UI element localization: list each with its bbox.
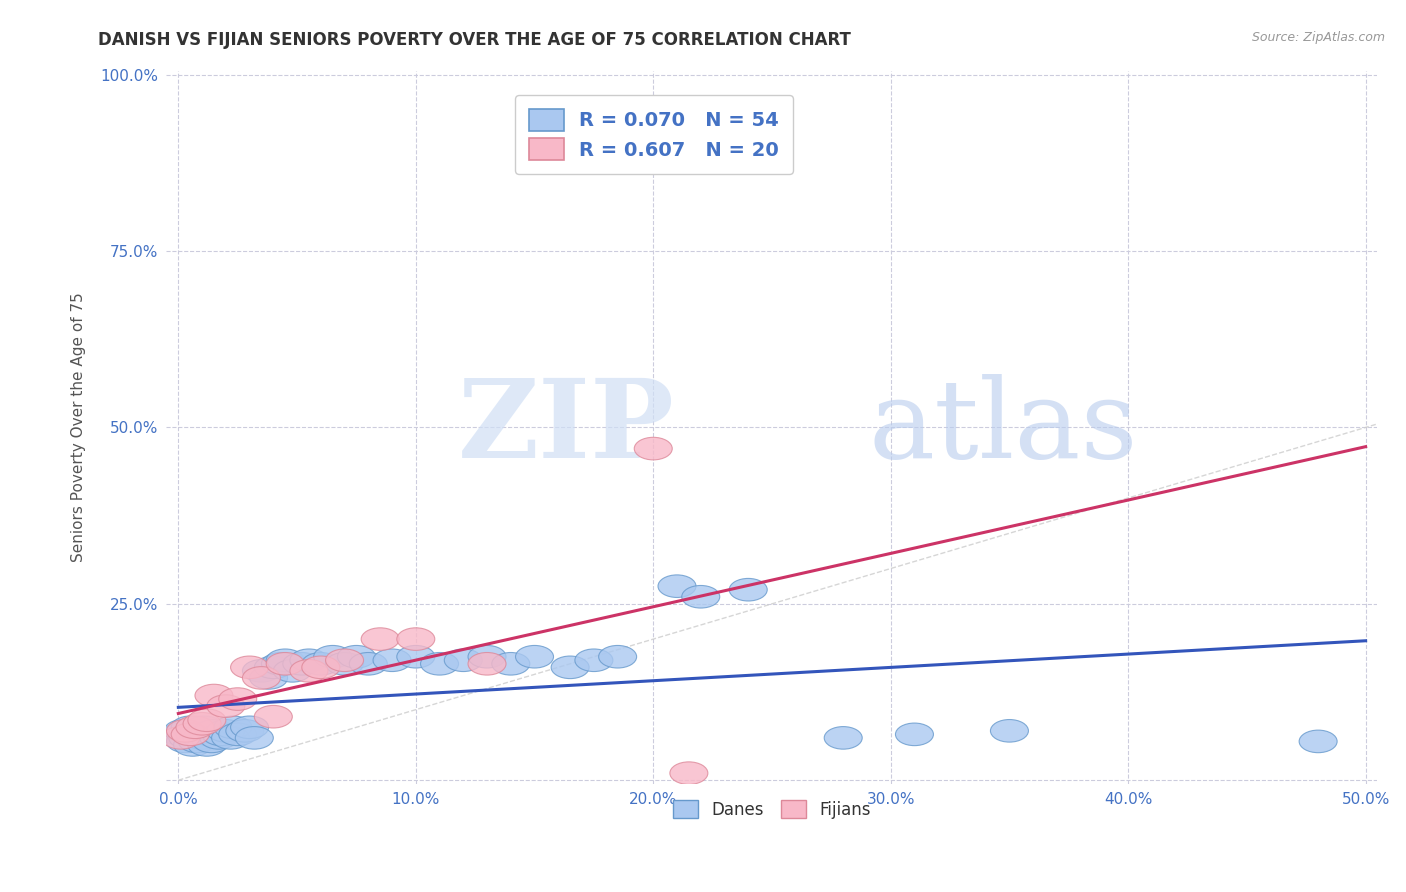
Ellipse shape	[242, 666, 280, 690]
Ellipse shape	[262, 653, 299, 675]
Ellipse shape	[188, 709, 226, 731]
Ellipse shape	[214, 716, 252, 739]
Ellipse shape	[468, 646, 506, 668]
Text: ZIP: ZIP	[458, 374, 675, 481]
Ellipse shape	[211, 727, 250, 749]
Ellipse shape	[172, 716, 209, 739]
Ellipse shape	[195, 720, 233, 742]
Ellipse shape	[179, 731, 217, 753]
Ellipse shape	[181, 720, 219, 742]
Ellipse shape	[373, 649, 411, 672]
Ellipse shape	[162, 723, 200, 746]
Ellipse shape	[231, 716, 269, 739]
Ellipse shape	[165, 720, 202, 742]
Ellipse shape	[231, 656, 269, 679]
Ellipse shape	[190, 723, 228, 746]
Ellipse shape	[444, 649, 482, 672]
Text: atlas: atlas	[869, 374, 1139, 481]
Ellipse shape	[183, 713, 221, 735]
Ellipse shape	[183, 727, 221, 749]
Ellipse shape	[290, 659, 328, 682]
Ellipse shape	[266, 649, 304, 672]
Ellipse shape	[242, 659, 280, 682]
Ellipse shape	[516, 646, 554, 668]
Ellipse shape	[186, 716, 224, 739]
Ellipse shape	[273, 659, 311, 682]
Ellipse shape	[188, 733, 226, 756]
Ellipse shape	[326, 649, 364, 672]
Ellipse shape	[575, 649, 613, 672]
Ellipse shape	[896, 723, 934, 746]
Ellipse shape	[682, 585, 720, 608]
Ellipse shape	[302, 653, 340, 675]
Ellipse shape	[166, 731, 204, 753]
Ellipse shape	[169, 727, 207, 749]
Text: Source: ZipAtlas.com: Source: ZipAtlas.com	[1251, 31, 1385, 45]
Ellipse shape	[226, 720, 264, 742]
Ellipse shape	[176, 716, 214, 739]
Ellipse shape	[235, 727, 273, 749]
Ellipse shape	[207, 720, 245, 742]
Ellipse shape	[658, 574, 696, 598]
Ellipse shape	[349, 653, 387, 675]
Y-axis label: Seniors Poverty Over the Age of 75: Seniors Poverty Over the Age of 75	[72, 293, 86, 562]
Ellipse shape	[730, 578, 768, 601]
Text: DANISH VS FIJIAN SENIORS POVERTY OVER THE AGE OF 75 CORRELATION CHART: DANISH VS FIJIAN SENIORS POVERTY OVER TH…	[98, 31, 851, 49]
Ellipse shape	[250, 666, 288, 690]
Ellipse shape	[599, 646, 637, 668]
Ellipse shape	[254, 656, 292, 679]
Ellipse shape	[420, 653, 458, 675]
Ellipse shape	[219, 688, 257, 710]
Ellipse shape	[326, 653, 364, 675]
Legend: Danes, Fijians: Danes, Fijians	[666, 794, 877, 825]
Ellipse shape	[207, 695, 245, 717]
Ellipse shape	[173, 733, 211, 756]
Ellipse shape	[172, 723, 209, 746]
Ellipse shape	[314, 646, 352, 668]
Ellipse shape	[468, 653, 506, 675]
Ellipse shape	[290, 649, 328, 672]
Ellipse shape	[193, 731, 231, 753]
Ellipse shape	[200, 727, 238, 749]
Ellipse shape	[990, 720, 1028, 742]
Ellipse shape	[396, 646, 434, 668]
Ellipse shape	[361, 628, 399, 650]
Ellipse shape	[302, 656, 340, 679]
Ellipse shape	[195, 684, 233, 706]
Ellipse shape	[492, 653, 530, 675]
Ellipse shape	[396, 628, 434, 650]
Ellipse shape	[551, 656, 589, 679]
Ellipse shape	[162, 727, 200, 749]
Ellipse shape	[254, 706, 292, 728]
Ellipse shape	[266, 653, 304, 675]
Ellipse shape	[219, 723, 257, 746]
Ellipse shape	[824, 727, 862, 749]
Ellipse shape	[283, 653, 321, 675]
Ellipse shape	[337, 646, 375, 668]
Ellipse shape	[202, 723, 240, 746]
Ellipse shape	[669, 762, 707, 784]
Ellipse shape	[166, 720, 204, 742]
Ellipse shape	[634, 437, 672, 460]
Ellipse shape	[176, 723, 214, 746]
Ellipse shape	[1299, 731, 1337, 753]
